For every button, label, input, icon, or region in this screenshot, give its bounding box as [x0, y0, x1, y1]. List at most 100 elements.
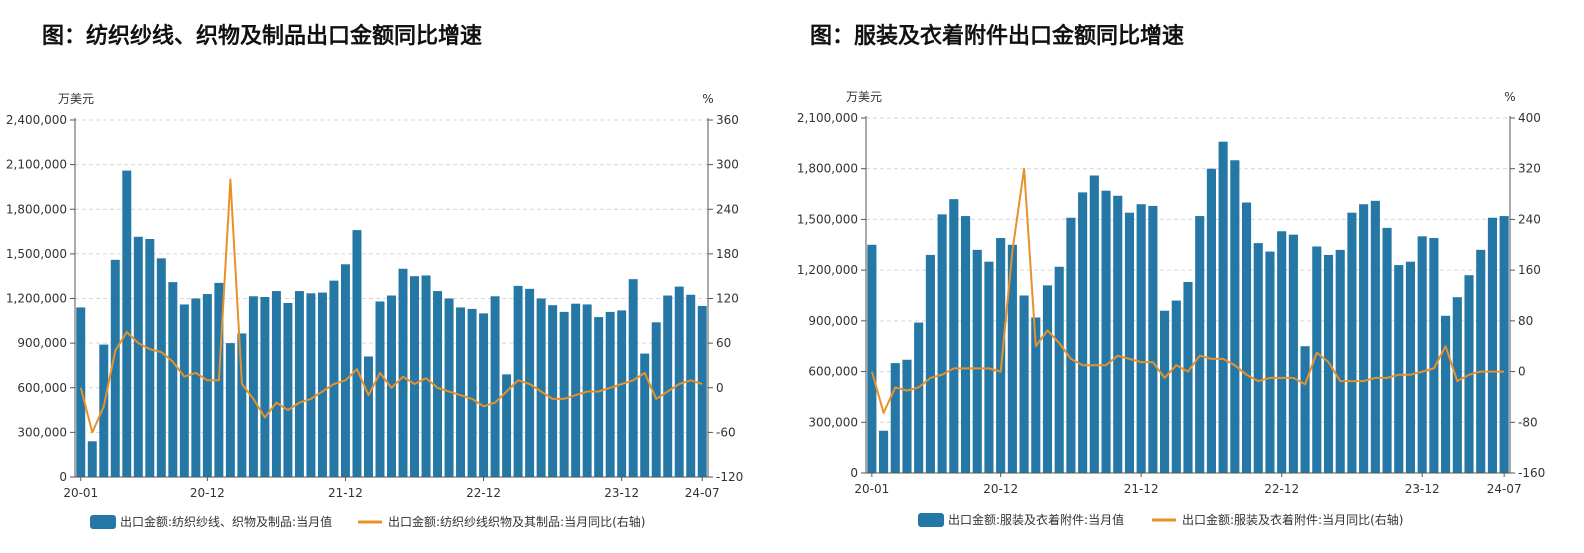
bar	[1066, 217, 1076, 473]
y-tick-label-left: 1,200,000	[6, 292, 67, 306]
bar	[1007, 244, 1017, 473]
bar	[867, 244, 877, 473]
bar	[456, 307, 466, 477]
bar	[156, 258, 166, 477]
bar	[1078, 192, 1088, 473]
x-tick-label: 20-01	[63, 486, 98, 500]
y-tick-label-right: 300	[716, 158, 739, 172]
bar	[890, 363, 900, 473]
bar	[433, 291, 443, 477]
chart-textile: 0 300,000 600,000 900,000 1,200,000 1,500,000…	[6, 92, 743, 529]
y-tick-label-right: 160	[1518, 263, 1541, 277]
bar	[398, 268, 408, 477]
bar	[1195, 216, 1205, 474]
bar	[271, 291, 281, 477]
bar	[260, 297, 270, 477]
y-tick-label-left: 1,200,000	[797, 263, 858, 277]
y-tick-label-right: 180	[716, 247, 739, 261]
bar	[1359, 204, 1369, 473]
y-tick-label-left: 0	[59, 470, 67, 484]
y-tick-label-left: 900,000	[17, 336, 67, 350]
x-tick-label: 24-07	[685, 486, 720, 500]
legend-label-bar: 出口金额:纺织纱线、织物及制品:当月值	[120, 514, 332, 529]
y-unit-right: %	[1504, 90, 1515, 104]
chart-title: 图：服装及衣着附件出口金额同比增速	[810, 24, 1185, 49]
chart-title: 图：纺织纱线、织物及制品出口金额同比增速	[42, 24, 483, 49]
bar	[1183, 281, 1193, 473]
bar	[421, 275, 431, 477]
bar	[490, 296, 500, 477]
bar	[145, 239, 155, 477]
x-tick-label: 20-12	[983, 482, 1018, 496]
bar	[1253, 243, 1263, 473]
chart-apparel: 0 300,000 600,000 900,000 1,200,000 1,500,000…	[797, 90, 1545, 527]
bar	[972, 249, 982, 473]
bar	[1312, 246, 1322, 473]
y-unit-right: %	[702, 92, 713, 106]
y-tick-label-left: 900,000	[808, 314, 858, 328]
bar	[594, 317, 604, 477]
bar	[1499, 216, 1509, 474]
bar	[133, 236, 143, 477]
x-tick-label: 22-12	[1264, 482, 1299, 496]
x-tick-label: 24-07	[1487, 482, 1522, 496]
bar	[559, 311, 569, 477]
bar	[479, 313, 489, 477]
bar	[1429, 238, 1439, 473]
bar	[663, 295, 673, 477]
bar	[99, 344, 109, 477]
bar	[248, 296, 258, 477]
chart-panel-textile: 图：纺织纱线、织物及制品出口金额同比增速 0 300,000 600,000 900,…	[0, 0, 790, 553]
legend-swatch-bar	[918, 513, 944, 527]
bar	[960, 216, 971, 474]
line-series	[870, 167, 1505, 414]
y-tick-label-right: -80	[1518, 415, 1538, 429]
bar	[1160, 310, 1170, 473]
y-tick-label-right: -120	[716, 470, 743, 484]
bar	[294, 291, 304, 477]
bar	[502, 374, 512, 477]
x-tick-label: 22-12	[466, 486, 501, 500]
y-tick-label-right: -160	[1518, 466, 1545, 480]
x-tick-label: 20-12	[190, 486, 225, 500]
bar	[237, 333, 247, 477]
bar	[937, 214, 947, 473]
bar	[1476, 249, 1486, 473]
bar	[1441, 315, 1451, 473]
y-tick-label-left: 600,000	[17, 381, 67, 395]
bar	[525, 288, 535, 477]
bar	[1335, 249, 1345, 473]
legend-swatch-bar	[90, 515, 116, 529]
bar	[317, 292, 327, 477]
bar	[1370, 200, 1380, 474]
line-series	[79, 178, 703, 434]
bar	[1042, 285, 1053, 473]
bar	[1148, 205, 1158, 473]
bar	[1487, 217, 1498, 473]
bar	[340, 264, 350, 477]
bar	[444, 298, 454, 477]
x-tick-label: 21-12	[328, 486, 363, 500]
y-tick-label-right: -60	[716, 425, 736, 439]
y-unit-left: 万美元	[846, 90, 882, 104]
bar	[225, 343, 235, 477]
bar	[329, 280, 339, 477]
bar	[179, 304, 189, 477]
legend-label-bar: 出口金额:服装及衣着附件:当月值	[948, 512, 1124, 527]
bar	[1288, 234, 1298, 473]
bar	[1230, 160, 1240, 473]
y-tick-label-right: 320	[1518, 162, 1541, 176]
bar	[984, 261, 994, 473]
y-tick-label-right: 360	[716, 113, 739, 127]
bar	[1019, 295, 1029, 473]
y-tick-label-right: 240	[1518, 212, 1541, 226]
bar	[1218, 141, 1228, 473]
bar	[1136, 204, 1146, 473]
bar	[168, 282, 178, 477]
bar	[605, 311, 615, 477]
y-tick-label-left: 2,100,000	[797, 111, 858, 125]
bar	[640, 353, 650, 477]
bar	[1124, 212, 1135, 473]
bar	[1171, 300, 1181, 473]
bar	[467, 308, 477, 477]
